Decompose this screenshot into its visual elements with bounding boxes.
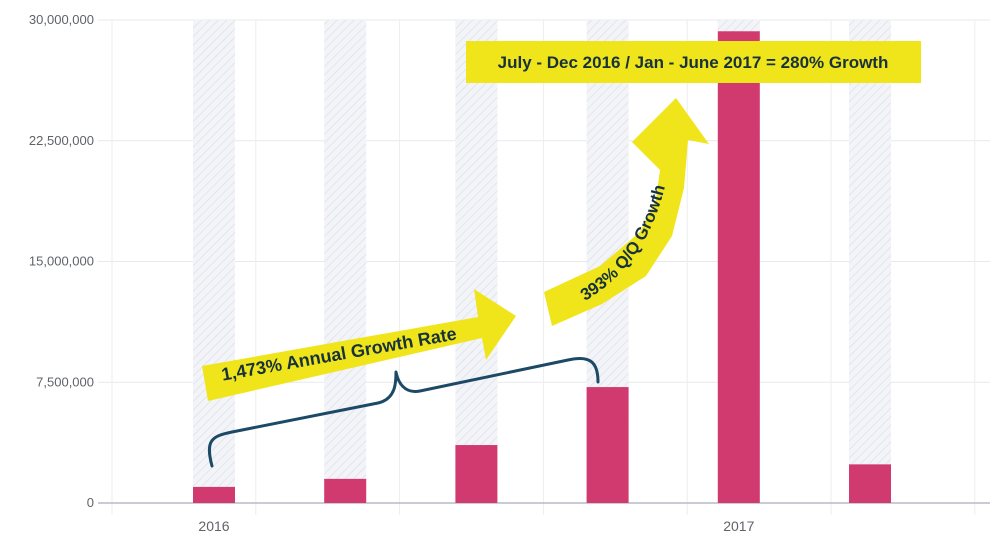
background-bar xyxy=(849,20,891,503)
y-tick-label: 15,000,000 xyxy=(29,254,94,269)
bar xyxy=(586,387,629,503)
bar xyxy=(849,464,891,503)
data-bars xyxy=(193,31,891,504)
half-year-growth-label: July - Dec 2016 / Jan - June 2017 = 280%… xyxy=(498,53,889,72)
half-year-growth-banner: July - Dec 2016 / Jan - June 2017 = 280%… xyxy=(466,41,921,83)
y-axis-ticks: 0 7,500,000 15,000,000 22,500,000 30,000,000 xyxy=(29,12,94,510)
y-tick-label: 30,000,000 xyxy=(29,12,94,27)
bar xyxy=(455,445,498,503)
y-tick-label: 22,500,000 xyxy=(29,133,94,148)
bar xyxy=(193,486,235,503)
bar xyxy=(717,31,760,504)
qq-growth-arrow-shape xyxy=(544,98,709,326)
y-tick-label: 0 xyxy=(87,495,94,510)
background-bar xyxy=(193,20,235,503)
annual-growth-arrow-shape xyxy=(202,289,516,401)
half-year-growth-banner-box xyxy=(466,41,921,83)
background-bar xyxy=(455,20,498,503)
bar xyxy=(324,478,367,503)
background-bar xyxy=(324,20,367,503)
y-tick-label: 7,500,000 xyxy=(36,374,94,389)
x-tick-label: 2017 xyxy=(723,518,754,534)
x-axis-ticks: 2016 2017 xyxy=(198,518,754,534)
x-tick-label: 2016 xyxy=(198,518,229,534)
growth-brace xyxy=(207,357,600,468)
